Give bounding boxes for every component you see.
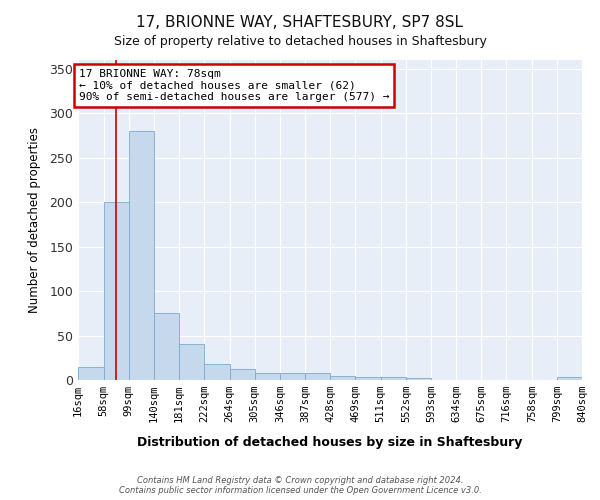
Y-axis label: Number of detached properties: Number of detached properties <box>28 127 41 313</box>
Bar <box>78 366 104 380</box>
Bar <box>230 370 255 380</box>
Bar <box>305 373 330 380</box>
Bar <box>255 373 280 380</box>
Bar <box>104 202 129 380</box>
Bar <box>280 373 305 380</box>
Bar <box>129 131 154 380</box>
Bar <box>204 364 230 380</box>
Text: Contains HM Land Registry data © Crown copyright and database right 2024.
Contai: Contains HM Land Registry data © Crown c… <box>119 476 481 495</box>
Bar <box>557 378 582 380</box>
Bar <box>179 344 204 380</box>
Bar <box>154 314 179 380</box>
Bar <box>406 378 431 380</box>
Bar <box>381 378 406 380</box>
Text: Size of property relative to detached houses in Shaftesbury: Size of property relative to detached ho… <box>113 35 487 48</box>
X-axis label: Distribution of detached houses by size in Shaftesbury: Distribution of detached houses by size … <box>137 436 523 449</box>
Text: 17 BRIONNE WAY: 78sqm
← 10% of detached houses are smaller (62)
90% of semi-deta: 17 BRIONNE WAY: 78sqm ← 10% of detached … <box>79 69 389 102</box>
Text: 17, BRIONNE WAY, SHAFTESBURY, SP7 8SL: 17, BRIONNE WAY, SHAFTESBURY, SP7 8SL <box>137 15 464 30</box>
Bar <box>355 378 381 380</box>
Bar <box>330 376 355 380</box>
